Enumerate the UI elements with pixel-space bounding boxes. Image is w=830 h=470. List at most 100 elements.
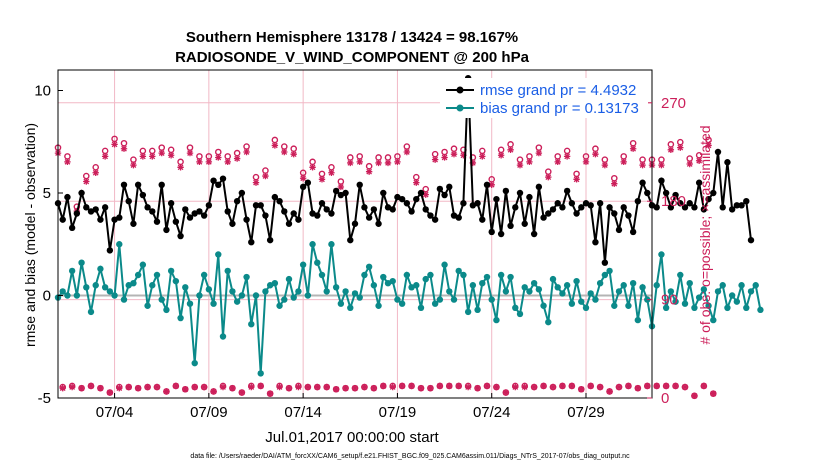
rmse-point [200, 212, 208, 219]
obs-assimilated-marker [629, 145, 637, 152]
obs-assimilated-marker [139, 153, 147, 160]
bias-point [502, 288, 510, 295]
obs-assimilated-marker [323, 383, 330, 391]
bias-point [219, 333, 227, 340]
bias-point [97, 265, 104, 273]
obs-possible-marker [573, 170, 580, 178]
bias-point [290, 294, 297, 301]
rmse-point [144, 204, 151, 211]
rmse-point [535, 183, 543, 191]
obs-possible-marker [412, 173, 420, 181]
bias-point [144, 302, 151, 309]
rmse-point [163, 226, 170, 234]
obs-assimilated-marker [375, 159, 382, 167]
obs-assimilated-marker [200, 383, 208, 391]
obs-assimilated-marker [625, 382, 632, 390]
bias-point [205, 286, 213, 293]
obs-possible-marker [629, 139, 637, 147]
rmse-point [323, 206, 330, 213]
bias-point [252, 292, 260, 299]
obs-assimilated-marker [271, 142, 279, 149]
bias-point [417, 304, 425, 311]
bias-point [375, 302, 382, 309]
obs-assimilated-marker [276, 383, 283, 391]
bias-point [59, 288, 66, 295]
bias-point [752, 282, 759, 289]
obs-possible-marker [535, 144, 543, 151]
rmse-point [149, 208, 156, 215]
obs-assimilated-marker [493, 383, 500, 391]
chart-title-line2: RADIOSONDE_V_WIND_COMPONENT @ 200 hPa [175, 49, 530, 66]
bias-point [441, 261, 448, 268]
rmse-point [644, 189, 651, 197]
bias-point [139, 261, 147, 268]
obs-assimilated-marker [488, 181, 495, 188]
obs-assimilated-marker [285, 384, 293, 392]
rmse-point [639, 179, 646, 186]
bias-point [163, 306, 170, 314]
obs-assimilated-marker [59, 384, 66, 392]
rmse-point [733, 202, 741, 209]
bias-point [460, 271, 467, 279]
rmse-point [549, 206, 557, 213]
obs-assimilated-marker [455, 382, 462, 390]
rmse-point [365, 214, 373, 221]
rmse-point [724, 159, 731, 166]
y2-tick-label: 180 [661, 193, 686, 210]
bias-point [215, 251, 222, 258]
obs-markers [54, 135, 717, 400]
bias-point [130, 280, 137, 287]
rmse-point [97, 216, 104, 223]
rmse-point [238, 189, 246, 197]
bias-point [662, 304, 670, 311]
obs-assimilated-marker [417, 384, 425, 392]
obs-possible-marker [337, 178, 345, 185]
obs-possible-marker [214, 148, 222, 156]
plot-area-border [57, 69, 653, 399]
legend-rmse-label: rmse grand pr = 4.4932 [480, 82, 636, 99]
y-tick-label: 0 [43, 288, 51, 305]
bias-point [479, 280, 486, 287]
rmse-point [130, 220, 137, 227]
rmse-point [710, 189, 717, 197]
bias-point [186, 300, 194, 307]
bias-point [210, 300, 217, 307]
obs-assimilated-marker [389, 383, 396, 391]
obs-possible-marker [224, 153, 232, 160]
obs-assimilated-marker [535, 149, 543, 157]
obs-assimilated-marker [686, 160, 693, 168]
bias-point [686, 280, 693, 287]
bias-point [738, 282, 745, 289]
bias-point [592, 296, 599, 303]
rmse-point [540, 214, 547, 221]
obs-assimilated-marker [365, 168, 373, 175]
obs-possible-marker [676, 138, 684, 146]
bias-point [64, 292, 71, 299]
bias-point [285, 275, 293, 283]
rmse-point [172, 218, 180, 225]
rmse-point [677, 200, 684, 207]
obs-possible-marker [309, 158, 316, 166]
bias-point [422, 275, 429, 283]
rmse-point [304, 179, 312, 186]
bias-point [436, 296, 444, 303]
obs-assimilated-marker [134, 384, 142, 392]
obs-possible-marker [497, 146, 505, 154]
y-tick-label: 5 [43, 185, 51, 202]
bias-point [578, 298, 585, 305]
rmse-point [596, 200, 604, 207]
rmse-point [78, 189, 85, 197]
bias-point [347, 304, 354, 311]
obs-possible-marker [262, 167, 269, 174]
obs-assimilated-marker [587, 382, 594, 390]
obs-assimilated-marker [710, 390, 717, 397]
rmse-point [592, 239, 599, 246]
obs-assimilated-marker [120, 145, 128, 152]
bias-point [587, 290, 594, 297]
rmse-point [318, 200, 326, 207]
obs-possible-marker [290, 145, 298, 153]
bias-point [653, 282, 660, 289]
obs-assimilated-marker [483, 382, 491, 390]
bias-point [719, 282, 726, 289]
